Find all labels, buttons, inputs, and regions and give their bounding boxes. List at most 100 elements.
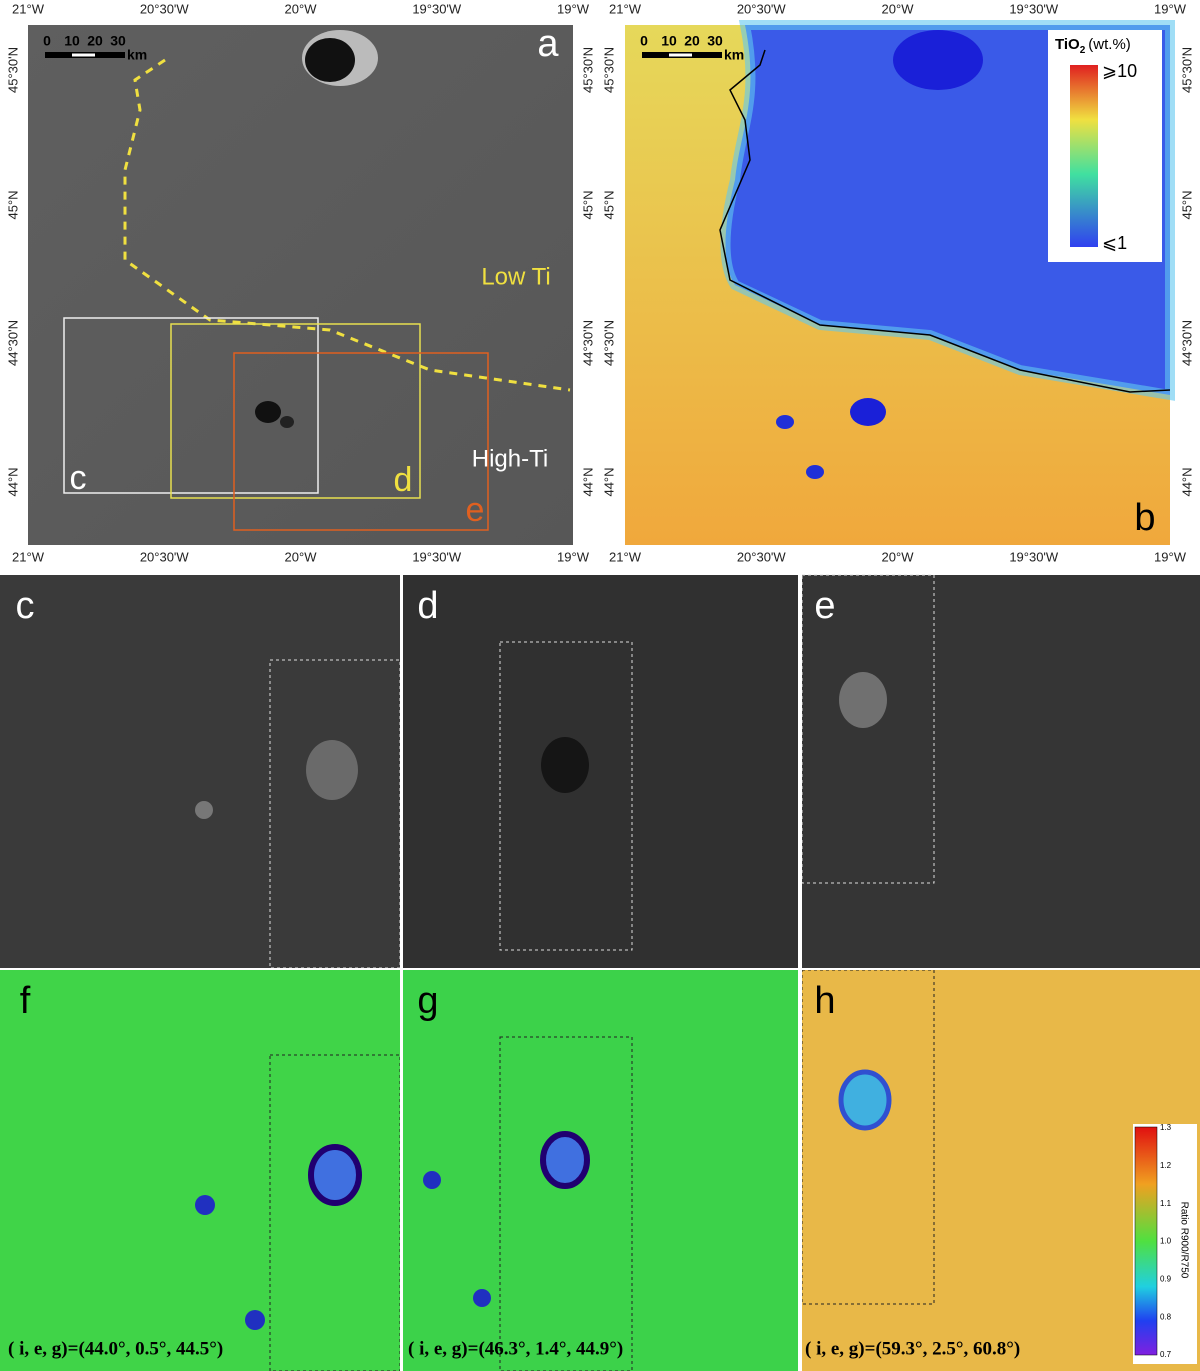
lon-label: 20°30'W [140,549,190,564]
crater [473,1289,491,1307]
lat-label: 45°N [1179,190,1194,219]
legend-title: TiO2 (wt.%) [1055,36,1131,56]
lat-label: 44°30'N [601,320,616,366]
footprint-box [499,641,633,951]
panel-label: d [417,585,438,627]
crater [195,801,213,819]
panel-d-image [403,575,798,968]
lat-label: 44°30'N [1179,320,1194,366]
scale-label: 30 [707,33,723,49]
scale-label: 30 [110,33,126,49]
panel-g-image [403,970,798,1371]
panel-label: c [16,585,35,627]
crater [423,1171,441,1189]
crater [308,1144,362,1206]
scale-label: 10 [661,33,677,49]
box-c [63,317,319,494]
lon-label: 19°30'W [1009,1,1059,16]
legend-title-unit: (wt.%) [1088,36,1131,53]
colorbar-tick: 1.1 [1160,1199,1172,1208]
lon-label: 19°30'W [412,549,462,564]
scale-label: 20 [87,33,103,49]
lat-label: 44°N [1179,467,1194,496]
lat-label: 45°N [601,190,616,219]
crater [806,465,824,479]
lon-label: 21°W [609,1,642,16]
lon-label: 20°W [882,1,915,16]
lon-label: 20°W [882,549,915,564]
separator [0,968,1200,970]
lat-label: 45°30'N [601,47,616,93]
crater [839,672,887,728]
lon-label: 19°30'W [1009,549,1059,564]
geometry-label: ( i, e, g)=(44.0°, 0.5°, 44.5°) [8,1338,223,1359]
boundary-line [719,49,1171,393]
legend-title-main: TiO [1055,36,1080,53]
lat-label: 44°N [580,467,595,496]
crater [255,401,281,423]
panel-label: a [537,23,559,65]
crater [280,416,294,428]
crater [838,1069,892,1131]
lon-label: 19°W [1154,549,1187,564]
panel-label: f [20,980,31,1022]
legend-max: ⩾10 [1102,61,1137,81]
colorbar-label: Ratio R900/R750 [1178,1202,1189,1279]
box-label: c [70,459,87,497]
annotation: Low Ti [481,263,550,290]
lat-label: 45°30'N [1179,47,1194,93]
colorbar-tick: 0.8 [1160,1312,1172,1321]
colorbar-tick: 0.7 [1160,1350,1172,1359]
lon-label: 21°W [609,549,642,564]
crater [893,30,983,90]
lon-label: 20°30'W [737,1,787,16]
lon-label: 20°W [285,1,318,16]
lon-label: 19°W [1154,1,1187,16]
panel-e-image [802,575,1200,968]
scale-unit: km [724,47,744,63]
colorbar-tick: 0.9 [1160,1274,1172,1283]
lat-label: 45°N [5,190,20,219]
legend-title-sub: 2 [1080,45,1086,56]
colorbar-tick: 1.0 [1160,1237,1172,1246]
lon-label: 20°30'W [140,1,190,16]
lat-label: 45°30'N [580,47,595,93]
ratio-colorbar [1134,1126,1158,1356]
box-label: e [466,491,485,529]
crater [541,737,589,793]
geometry-label: ( i, e, g)=(59.3°, 2.5°, 60.8°) [805,1338,1020,1359]
crater-shadow [305,38,355,82]
box-d [170,323,421,499]
lat-label: 44°30'N [580,320,595,366]
scale-unit: km [127,47,147,63]
legend-colorbar [1070,65,1098,247]
crater [245,1310,265,1330]
scale-label: 20 [684,33,700,49]
box-label: d [394,461,413,499]
scale-bar [669,53,692,57]
separator [798,575,802,1371]
lon-label: 20°W [285,549,318,564]
panel-label: g [417,980,438,1022]
legend-min: ⩽1 [1102,233,1127,253]
lon-label: 19°W [557,549,590,564]
lat-label: 45°30'N [5,47,20,93]
panel-label: b [1134,497,1155,539]
footprint-box [499,1036,633,1371]
geometry-label: ( i, e, g)=(46.3°, 1.4°, 44.9°) [408,1338,623,1359]
panel-label: e [814,585,835,627]
boundary-line [123,58,571,392]
lon-label: 19°30'W [412,1,462,16]
lat-label: 44°N [5,467,20,496]
scale-bar [72,53,95,57]
crater [195,1195,215,1215]
crater [776,415,794,429]
colorbar-tick: 1.3 [1160,1123,1172,1132]
lat-label: 44°N [601,467,616,496]
lon-label: 21°W [12,1,45,16]
crater [540,1131,590,1189]
panel-a-image [28,25,573,545]
lat-label: 45°N [580,190,595,219]
panel-label: h [814,980,835,1022]
